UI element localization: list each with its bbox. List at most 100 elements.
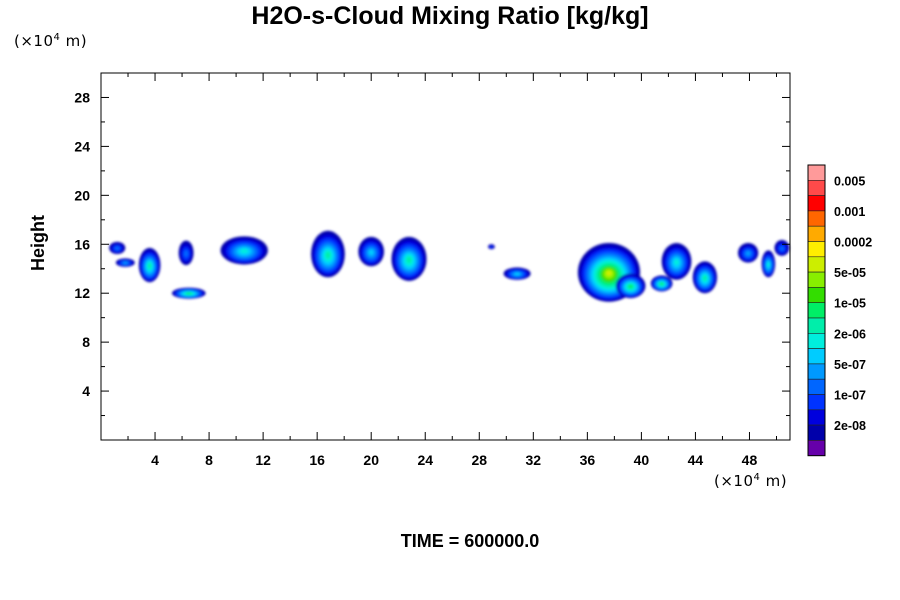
cloud-cell-level	[183, 250, 189, 258]
colorbar-swatch	[807, 378, 826, 395]
cloud-cells	[109, 230, 790, 302]
cloud-cell	[115, 258, 135, 267]
x-tick-label: 20	[363, 452, 379, 468]
cloud-cell	[220, 236, 268, 265]
colorbar-label: 2e-06	[834, 327, 866, 341]
x-tick-label: 28	[471, 452, 487, 468]
x-tick-label: 16	[309, 452, 325, 468]
x-tick-label: 40	[634, 452, 650, 468]
colorbar-label: 5e-05	[834, 266, 866, 280]
cloud-cell	[503, 267, 531, 280]
x-tick-label: 8	[205, 452, 213, 468]
colorbar-swatch	[807, 440, 826, 456]
colorbar-swatch	[807, 225, 826, 242]
colorbar-swatch	[807, 394, 826, 411]
cloud-cell	[358, 236, 385, 267]
plot-frame	[100, 72, 791, 441]
colorbar-swatch	[807, 241, 826, 258]
y-unit-text: m	[65, 32, 81, 50]
cloud-cell	[650, 275, 673, 292]
cloud-cell	[178, 240, 194, 266]
colorbar-swatch	[807, 210, 826, 227]
colorbar-swatch	[807, 317, 826, 334]
colorbar-label: 5e-07	[834, 358, 866, 372]
cloud-cell-level	[368, 249, 374, 256]
colorbar-label: 0.0002	[834, 236, 872, 250]
colorbar-label: 0.005	[834, 174, 865, 188]
cloud-cell-level	[745, 251, 751, 256]
x-tick-label: 32	[526, 452, 542, 468]
y-tick-label: 4	[82, 383, 90, 399]
colorbar-label: 1e-07	[834, 389, 866, 403]
cloud-cell-level	[114, 246, 120, 251]
cloud-cell-level	[660, 282, 664, 285]
cloud-cell-level	[605, 270, 613, 277]
x-tick-label: 12	[255, 452, 271, 468]
cloud-cell	[488, 244, 495, 250]
cloud-cell	[761, 250, 776, 278]
cloud-cell-level	[674, 259, 679, 266]
chart-title: H2O-s-Cloud Mixing Ratio [kg/kg]	[251, 2, 649, 30]
x-unit-base: (×10	[714, 472, 754, 490]
colorbar-swatch	[807, 348, 826, 365]
x-tick-label: 44	[688, 452, 704, 468]
y-tick-label: 20	[74, 187, 90, 203]
y-axis-unit: (×104 m)	[14, 32, 88, 50]
colorbar-label: 2e-08	[834, 419, 866, 433]
colorbar-swatch	[807, 271, 826, 288]
cloud-cell-level	[514, 272, 520, 276]
cloud-cell-level	[186, 292, 192, 295]
cloud-cell-level	[767, 262, 770, 267]
x-unit-exponent: 4	[753, 472, 761, 483]
cloud-cell	[171, 287, 206, 299]
cloud-cell-level	[406, 256, 412, 264]
cloud-cell	[774, 239, 790, 256]
x-tick-label: 48	[742, 452, 758, 468]
y-tick-label: 28	[74, 89, 90, 105]
colorbar-swatch	[807, 164, 826, 181]
time-label: TIME = 600000.0	[400, 531, 540, 551]
colorbar-label: 0.001	[834, 205, 865, 219]
colorbar-swatch	[807, 302, 826, 319]
cloud-cell	[661, 243, 692, 280]
cloud-cell	[737, 243, 759, 263]
y-tick-label: 8	[82, 334, 90, 350]
x-tick-label: 24	[417, 452, 433, 468]
cloud-cell-level	[325, 251, 331, 259]
colorbar-swatch	[807, 256, 826, 273]
cloud-cell-level	[490, 245, 493, 248]
colorbar-swatch	[807, 180, 826, 196]
colorbar-swatch	[807, 195, 826, 212]
cloud-cell	[692, 261, 718, 294]
x-unit-text: m	[765, 472, 781, 490]
y-tick-label: 16	[74, 236, 90, 252]
colorbar: 0.005 0.001 0.0002 5e-05 1e-05 2e-06 5e-07 1e-0…	[807, 164, 872, 457]
cloud-cell-level	[779, 246, 785, 251]
x-tick-label: 36	[580, 452, 596, 468]
cloud-cell-level	[123, 261, 128, 264]
y-tick-label: 24	[74, 138, 90, 154]
x-axis-unit: (×104 m)	[714, 472, 788, 490]
y-tick-label: 12	[74, 285, 90, 301]
cloud-cell	[311, 230, 345, 278]
cloud-cell-level	[703, 275, 707, 281]
colorbar-frame	[807, 164, 826, 457]
colorbar-swatch	[807, 332, 826, 349]
colorbar-swatch	[807, 409, 826, 426]
cloud-cell	[109, 241, 126, 255]
cloud-cell	[391, 236, 427, 281]
colorbar-swatch	[807, 363, 826, 380]
colorbar-swatch	[807, 424, 826, 441]
cloud-cell	[138, 247, 161, 283]
cloud-cell-level	[148, 263, 152, 269]
colorbar-swatch	[807, 287, 826, 303]
cloud-cell	[615, 273, 646, 299]
colorbar-label: 1e-05	[834, 297, 866, 311]
cloud-cell-level	[240, 248, 249, 254]
cloud-cell-level	[628, 284, 633, 288]
x-tick-label: 4	[151, 452, 159, 468]
y-unit-base: (×10	[14, 32, 54, 50]
